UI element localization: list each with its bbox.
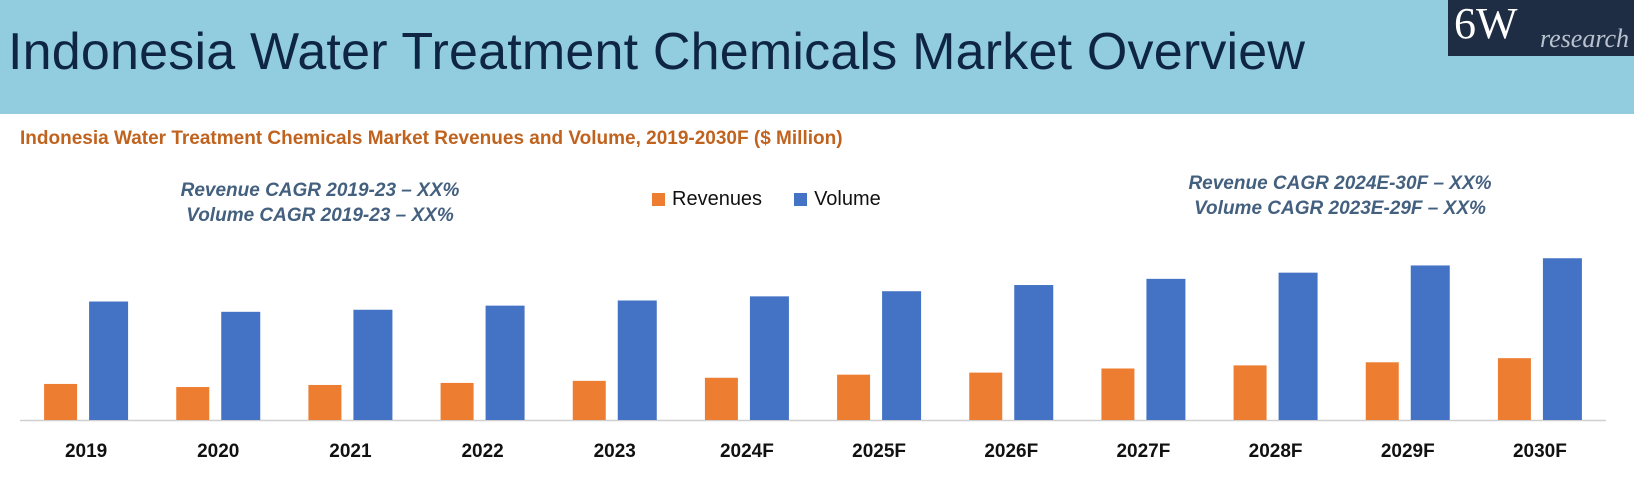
x-tick-label-2026f: 2026F xyxy=(984,441,1038,462)
chart-title: Indonesia Water Treatment Chemicals Mark… xyxy=(20,128,843,149)
x-tick-label-2019: 2019 xyxy=(65,441,107,462)
volume-cagr-historic: Volume CAGR 2019-23 – XX% xyxy=(186,205,454,226)
x-tick-label-2028f: 2028F xyxy=(1249,441,1303,462)
bar-volume-2027f xyxy=(1146,278,1186,420)
legend-item-revenues: Revenues xyxy=(652,188,762,211)
bar-volume-2025f xyxy=(882,291,922,420)
legend-label-volume: Volume xyxy=(814,188,881,210)
legend-label-revenues: Revenues xyxy=(672,188,763,210)
bar-volume-2021 xyxy=(353,309,393,420)
x-tick-label-2024f: 2024F xyxy=(720,441,774,462)
bar-revenues-2025f xyxy=(837,374,871,420)
bar-revenues-2020 xyxy=(176,387,210,420)
x-tick-label-2030f: 2030F xyxy=(1513,441,1567,462)
bar-volume-2028f xyxy=(1278,272,1318,420)
header-banner: Indonesia Water Treatment Chemicals Mark… xyxy=(0,0,1634,114)
bar-revenues-2026f xyxy=(969,372,1003,420)
bar-revenues-2023 xyxy=(572,380,606,420)
logo-sub-text: research xyxy=(1540,24,1630,53)
bar-revenues-2019 xyxy=(44,383,78,420)
bar-revenues-2022 xyxy=(440,382,474,420)
bar-volume-2019 xyxy=(89,301,129,420)
cagr-annotation-left: Revenue CAGR 2019-23 – XX% Volume CAGR 2… xyxy=(150,178,490,228)
bar-volume-2024f xyxy=(749,296,789,420)
x-tick-label-2027f: 2027F xyxy=(1116,441,1170,462)
bar-volume-2029f xyxy=(1410,265,1450,420)
bar-volume-2023 xyxy=(617,300,657,420)
bar-revenues-2021 xyxy=(308,384,342,420)
x-tick-label-2023: 2023 xyxy=(594,441,636,462)
legend-item-volume: Volume xyxy=(794,188,881,211)
page-title: Indonesia Water Treatment Chemicals Mark… xyxy=(8,23,1306,81)
bar-volume-2030f xyxy=(1542,258,1582,420)
x-tick-label-2029f: 2029F xyxy=(1381,441,1435,462)
revenue-cagr-historic: Revenue CAGR 2019-23 – XX% xyxy=(180,180,460,201)
legend-swatch-volume xyxy=(794,193,808,206)
x-tick-label-2021: 2021 xyxy=(329,441,372,462)
chart-legend: Revenues Volume xyxy=(652,188,913,211)
bar-revenues-2027f xyxy=(1101,368,1135,420)
6w-research-logo: 6W research xyxy=(1448,0,1634,56)
bar-revenues-2030f xyxy=(1497,358,1531,420)
bar-volume-2020 xyxy=(221,311,261,420)
x-tick-label-2022: 2022 xyxy=(461,441,503,462)
bar-revenues-2028f xyxy=(1233,365,1267,420)
x-tick-label-2020: 2020 xyxy=(197,441,239,462)
x-tick-label-2025f: 2025F xyxy=(852,441,906,462)
revenue-cagr-forecast: Revenue CAGR 2024E-30F – XX% xyxy=(1188,173,1492,194)
cagr-annotation-right: Revenue CAGR 2024E-30F – XX% Volume CAGR… xyxy=(1150,171,1530,221)
volume-cagr-forecast: Volume CAGR 2023E-29F – XX% xyxy=(1194,198,1486,219)
bar-volume-2026f xyxy=(1014,285,1054,420)
bar-volume-2022 xyxy=(485,305,525,420)
logo-main-text: 6W xyxy=(1454,0,1518,48)
legend-swatch-revenues xyxy=(652,193,665,206)
bar-revenues-2029f xyxy=(1365,362,1399,420)
bar-revenues-2024f xyxy=(704,377,738,420)
